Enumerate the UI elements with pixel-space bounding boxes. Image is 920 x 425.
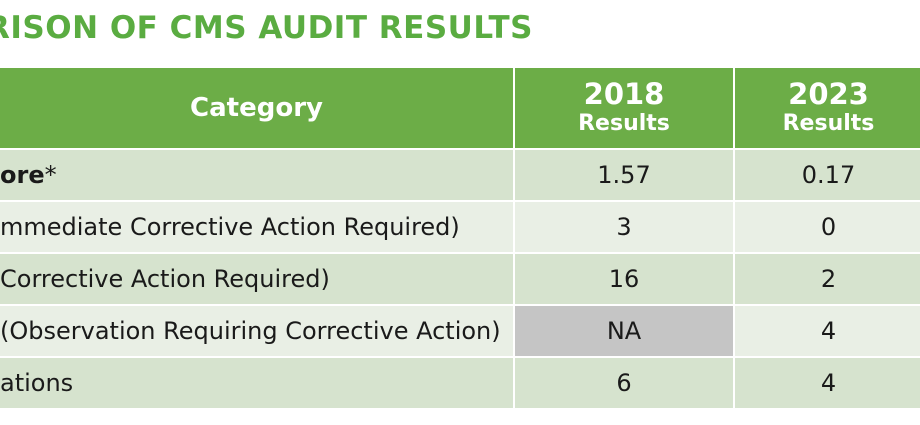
header-2018: 2018 Results xyxy=(513,66,735,150)
row-label-text: mmediate Corrective Action Required) xyxy=(0,213,460,241)
header-category: Category xyxy=(0,66,515,150)
cell-2023: 2 xyxy=(733,252,920,306)
cell-2018: 6 xyxy=(513,356,735,410)
table-row: ore* 1.57 0.17 xyxy=(0,148,920,202)
header-2023: 2023 Results xyxy=(733,66,920,150)
row-label-bold: ore xyxy=(0,161,45,189)
row-label: (Observation Requiring Corrective Action… xyxy=(0,304,515,358)
cell-2018: 1.57 xyxy=(513,148,735,202)
row-label-text: (Observation Requiring Corrective Action… xyxy=(0,317,501,345)
row-label-text: Corrective Action Required) xyxy=(0,265,330,293)
header-2018-sub: Results xyxy=(578,111,670,136)
row-label: mmediate Corrective Action Required) xyxy=(0,200,515,254)
header-2023-sub: Results xyxy=(782,111,875,136)
row-label: Corrective Action Required) xyxy=(0,252,515,306)
header-2018-year: 2018 xyxy=(583,77,665,111)
cell-2023: 0 xyxy=(733,200,920,254)
row-label: ore* xyxy=(0,148,515,202)
cell-2023: 4 xyxy=(733,304,920,358)
row-label-text: ations xyxy=(0,369,74,397)
row-label: ations xyxy=(0,356,515,410)
cell-2023: 4 xyxy=(733,356,920,410)
row-label-text: * xyxy=(44,161,57,189)
audit-results-table: Category 2018 Results 2023 Results ore* … xyxy=(0,66,920,410)
table-row: Corrective Action Required) 16 2 xyxy=(0,252,920,306)
cell-2018: 16 xyxy=(513,252,735,306)
page-title: RISON OF CMS AUDIT RESULTS xyxy=(0,10,533,46)
table-row: (Observation Requiring Corrective Action… xyxy=(0,304,920,358)
cell-2018-na: NA xyxy=(513,304,735,358)
table-header-row: Category 2018 Results 2023 Results xyxy=(0,66,920,150)
cell-2023: 0.17 xyxy=(733,148,920,202)
cell-2018: 3 xyxy=(513,200,735,254)
table-row: ations 6 4 xyxy=(0,356,920,410)
table-row: mmediate Corrective Action Required) 3 0 xyxy=(0,200,920,254)
header-2023-year: 2023 xyxy=(788,77,869,111)
